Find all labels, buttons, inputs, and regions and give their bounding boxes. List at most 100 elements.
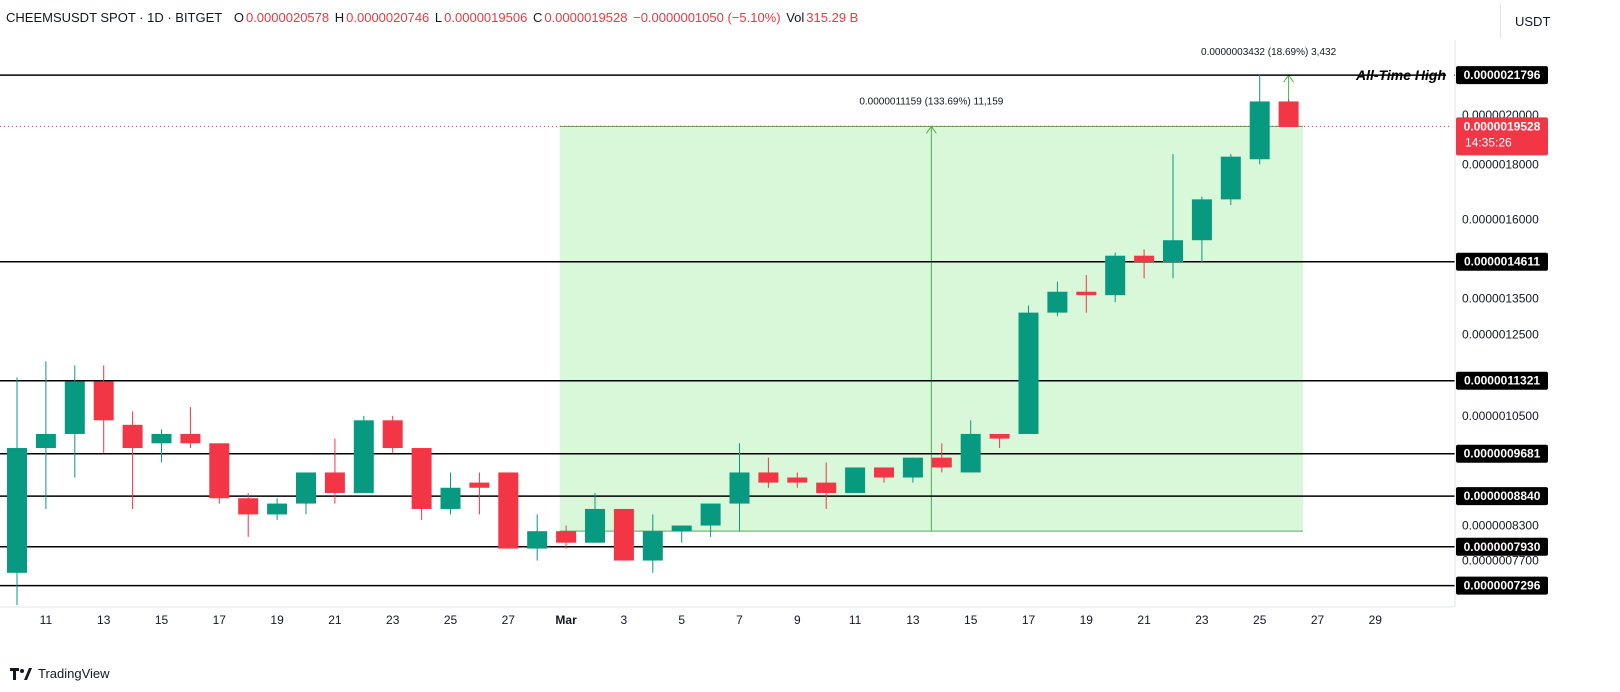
candle-body xyxy=(585,508,605,543)
candle-body xyxy=(93,381,114,421)
candle xyxy=(1047,281,1068,317)
level-tag-label: 0.0000009681 xyxy=(1464,447,1541,461)
change-value: −0.0000001050 (−5.10%) xyxy=(633,10,781,25)
candle-body xyxy=(353,420,374,493)
candle xyxy=(1105,252,1126,303)
candle xyxy=(816,462,837,509)
candle xyxy=(296,472,316,515)
candle xyxy=(902,457,923,483)
x-tick-label: 5 xyxy=(678,613,685,627)
ath-note-gap xyxy=(1446,73,1454,78)
candle-body xyxy=(1191,199,1212,241)
candle xyxy=(787,472,808,488)
low-value: 0.0000019506 xyxy=(444,10,528,25)
x-tick-label: 21 xyxy=(328,613,342,627)
y-tick-label: 0.0000016000 xyxy=(1462,212,1539,226)
candle-body xyxy=(382,420,403,449)
close-label: C xyxy=(532,10,543,25)
candle xyxy=(729,443,750,532)
candle xyxy=(382,415,403,453)
level-tag xyxy=(1456,66,1548,85)
level-tag-label: 0.0000007296 xyxy=(1464,579,1541,593)
currency-selector[interactable]: USDT xyxy=(1500,4,1613,38)
symbol-title[interactable]: CHEEMSUSDT SPOT · 1D · BITGET xyxy=(6,10,223,25)
candle-body xyxy=(1047,291,1068,313)
x-tick-label: 29 xyxy=(1369,613,1383,627)
candle-body xyxy=(729,472,750,504)
candle xyxy=(1018,305,1039,434)
y-tick-label: 0.0000013500 xyxy=(1462,292,1539,306)
x-tick-label: 11 xyxy=(849,613,862,627)
candle-body xyxy=(787,477,808,483)
candle xyxy=(845,467,866,493)
candle-body xyxy=(642,531,663,561)
candle-body xyxy=(902,457,923,478)
candle xyxy=(411,448,432,520)
candle-body xyxy=(1105,255,1126,296)
candle-body xyxy=(1134,255,1155,263)
level-tag-label: 0.0000008840 xyxy=(1464,489,1541,503)
open-label: O xyxy=(233,10,244,25)
candle xyxy=(960,420,981,473)
y-tick-label: 0.0000012500 xyxy=(1462,328,1539,342)
high-label: H xyxy=(334,10,345,25)
candle xyxy=(7,377,27,605)
candle xyxy=(613,508,634,561)
level-tag xyxy=(1456,252,1548,271)
candle xyxy=(671,525,692,543)
volume-value: 315.29 B xyxy=(806,10,859,25)
candle xyxy=(209,443,230,504)
y-tick-label: 0.0000008300 xyxy=(1462,519,1539,533)
candle-body xyxy=(35,433,56,449)
candle xyxy=(498,472,519,549)
candle-body xyxy=(1278,101,1299,128)
level-tag-label: 0.0000011321 xyxy=(1464,374,1540,388)
candle-body xyxy=(296,472,316,504)
x-tick-label: 15 xyxy=(155,613,169,627)
y-tick-label: 0.0000007700 xyxy=(1462,554,1539,568)
current-price-tag xyxy=(1456,117,1548,156)
x-tick-label: 13 xyxy=(97,613,111,627)
candle-body xyxy=(1163,240,1183,263)
candle-body xyxy=(64,381,85,434)
candle-body xyxy=(267,503,288,515)
candle xyxy=(585,492,605,543)
volume-label: Vol xyxy=(786,10,805,25)
x-tick-label: Mar xyxy=(555,613,577,627)
close-value: 0.0000019528 xyxy=(544,10,628,25)
candle-body xyxy=(151,433,172,444)
candle xyxy=(1076,275,1097,313)
candle xyxy=(267,498,288,520)
candle xyxy=(324,438,345,504)
x-tick-label: 15 xyxy=(964,613,978,627)
level-tag xyxy=(1456,487,1548,506)
candle-body xyxy=(1076,291,1097,296)
high-value: 0.0000020746 xyxy=(346,10,430,25)
x-tick-label: 27 xyxy=(1311,613,1325,627)
x-tick-label: 17 xyxy=(1022,613,1036,627)
footer-brand: TradingView xyxy=(10,666,110,681)
y-tick-label: 0.0000010500 xyxy=(1462,409,1539,423)
candle-body xyxy=(7,448,27,573)
candle xyxy=(1220,154,1241,205)
candle xyxy=(1191,196,1212,263)
candle xyxy=(1134,249,1155,279)
x-tick-label: 27 xyxy=(502,613,516,627)
candle-body xyxy=(324,472,345,493)
candle xyxy=(700,503,721,537)
candle xyxy=(556,525,577,549)
x-tick-label: 7 xyxy=(736,613,743,627)
candle xyxy=(151,429,172,463)
x-tick-label: 3 xyxy=(621,613,628,627)
candle xyxy=(758,457,779,488)
open-value: 0.0000020578 xyxy=(245,10,330,25)
candle xyxy=(1163,154,1183,279)
candle xyxy=(527,514,548,561)
candle-body xyxy=(209,443,230,499)
candle-body xyxy=(1220,156,1241,200)
candle-body xyxy=(1018,312,1039,434)
candle xyxy=(1249,75,1270,165)
candle xyxy=(642,514,663,573)
candle xyxy=(180,407,201,449)
